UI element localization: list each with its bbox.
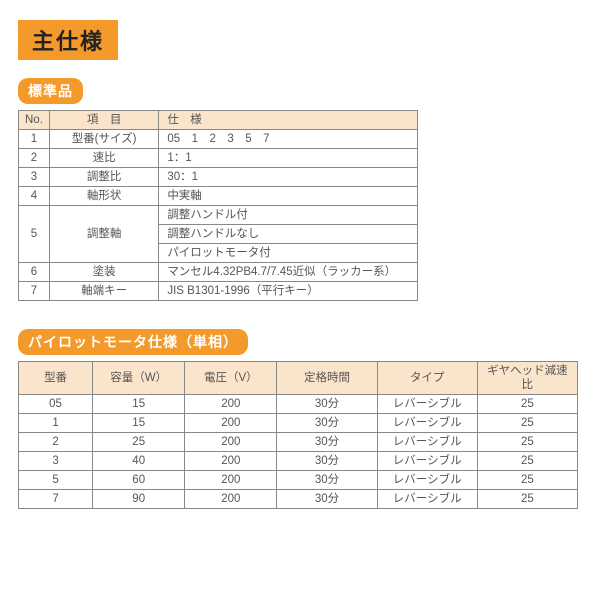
section1-label: 標準品: [18, 78, 83, 104]
cell-voltage: 200: [185, 471, 277, 490]
table-row: 34020030分レバーシブル25: [19, 452, 578, 471]
col-header-gear: ギヤヘッド減速比: [477, 362, 577, 395]
col-header-model: 型番: [19, 362, 93, 395]
cell-spec: 調整ハンドル付: [159, 206, 418, 225]
cell-no: 7: [19, 282, 50, 301]
cell-voltage: 200: [185, 433, 277, 452]
cell-model: 7: [19, 490, 93, 509]
cell-item: 速比: [49, 149, 158, 168]
table-row: 56020030分レバーシブル25: [19, 471, 578, 490]
cell-no: 3: [19, 168, 50, 187]
table-row: 4 軸形状 中実軸: [19, 187, 418, 206]
pilot-motor-table: 型番 容量（W） 電圧（V） 定格時間 タイプ ギヤヘッド減速比 0515200…: [18, 361, 578, 509]
cell-item: 型番(サイズ): [49, 130, 158, 149]
cell-spec: パイロットモータ付: [159, 244, 418, 263]
cell-spec: 05 1 2 3 5 7: [159, 130, 418, 149]
cell-spec: JIS B1301-1996（平行キー）: [159, 282, 418, 301]
cell-spec: マンセル4.32PB4.7/7.45近似（ラッカー系）: [159, 263, 418, 282]
cell-rated: 30分: [277, 490, 377, 509]
cell-rated: 30分: [277, 471, 377, 490]
cell-type: レバーシブル: [377, 433, 477, 452]
cell-spec: 中実軸: [159, 187, 418, 206]
cell-no: 1: [19, 130, 50, 149]
cell-gear: 25: [477, 414, 577, 433]
cell-gear: 25: [477, 395, 577, 414]
cell-type: レバーシブル: [377, 414, 477, 433]
table-row: 2 速比 1：1: [19, 149, 418, 168]
cell-model: 1: [19, 414, 93, 433]
cell-type: レバーシブル: [377, 490, 477, 509]
table-row: 79020030分レバーシブル25: [19, 490, 578, 509]
col-header-rated: 定格時間: [277, 362, 377, 395]
cell-model: 05: [19, 395, 93, 414]
table-row: 11520030分レバーシブル25: [19, 414, 578, 433]
table-row: 5 調整軸 調整ハンドル付: [19, 206, 418, 225]
cell-model: 5: [19, 471, 93, 490]
cell-spec: 1：1: [159, 149, 418, 168]
cell-rated: 30分: [277, 395, 377, 414]
section2-label: パイロットモータ仕様（単相）: [18, 329, 248, 355]
cell-item: 軸端キー: [49, 282, 158, 301]
cell-spec: 調整ハンドルなし: [159, 225, 418, 244]
cell-voltage: 200: [185, 395, 277, 414]
cell-rated: 30分: [277, 433, 377, 452]
cell-rated: 30分: [277, 452, 377, 471]
cell-capacity: 15: [93, 414, 185, 433]
col-header-spec: 仕 様: [159, 111, 418, 130]
table-row: 051520030分レバーシブル25: [19, 395, 578, 414]
table-row: 7 軸端キー JIS B1301-1996（平行キー）: [19, 282, 418, 301]
cell-item: 塗装: [49, 263, 158, 282]
table-row: 22520030分レバーシブル25: [19, 433, 578, 452]
cell-spec: 30：1: [159, 168, 418, 187]
cell-rated: 30分: [277, 414, 377, 433]
cell-type: レバーシブル: [377, 395, 477, 414]
cell-voltage: 200: [185, 452, 277, 471]
table-row: 6 塗装 マンセル4.32PB4.7/7.45近似（ラッカー系）: [19, 263, 418, 282]
cell-item: 軸形状: [49, 187, 158, 206]
col-header-item: 項 目: [49, 111, 158, 130]
table-row: 3 調整比 30：1: [19, 168, 418, 187]
cell-gear: 25: [477, 490, 577, 509]
cell-model: 2: [19, 433, 93, 452]
cell-gear: 25: [477, 433, 577, 452]
cell-capacity: 90: [93, 490, 185, 509]
cell-capacity: 40: [93, 452, 185, 471]
table-row: 1 型番(サイズ) 05 1 2 3 5 7: [19, 130, 418, 149]
cell-gear: 25: [477, 471, 577, 490]
col-header-voltage: 電圧（V）: [185, 362, 277, 395]
cell-capacity: 25: [93, 433, 185, 452]
cell-model: 3: [19, 452, 93, 471]
cell-no: 2: [19, 149, 50, 168]
col-header-capacity: 容量（W）: [93, 362, 185, 395]
cell-capacity: 15: [93, 395, 185, 414]
cell-gear: 25: [477, 452, 577, 471]
col-header-no: No.: [19, 111, 50, 130]
col-header-type: タイプ: [377, 362, 477, 395]
cell-no: 6: [19, 263, 50, 282]
cell-item: 調整比: [49, 168, 158, 187]
cell-voltage: 200: [185, 414, 277, 433]
page-title: 主仕様: [18, 20, 118, 60]
cell-capacity: 60: [93, 471, 185, 490]
cell-no: 5: [19, 206, 50, 263]
cell-item: 調整軸: [49, 206, 158, 263]
cell-type: レバーシブル: [377, 471, 477, 490]
cell-no: 4: [19, 187, 50, 206]
cell-voltage: 200: [185, 490, 277, 509]
cell-type: レバーシブル: [377, 452, 477, 471]
standard-spec-table: No. 項 目 仕 様 1 型番(サイズ) 05 1 2 3 5 7 2 速比 …: [18, 110, 418, 301]
